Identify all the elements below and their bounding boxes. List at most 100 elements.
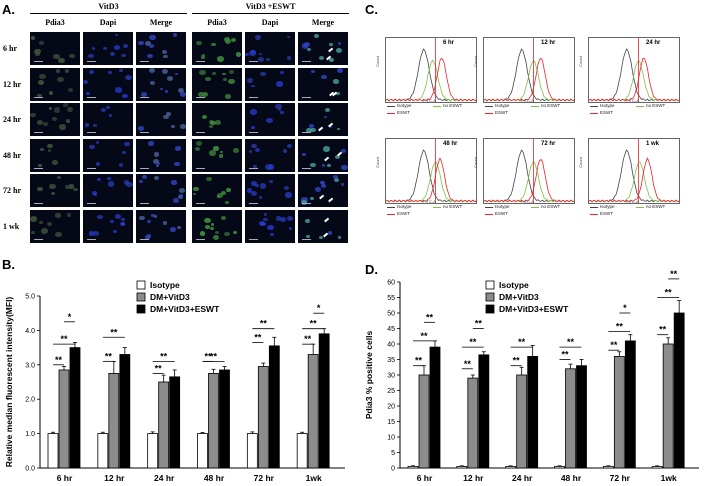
time-row-label: 6 hr xyxy=(3,44,17,53)
flow-legend-label: ESWT xyxy=(600,110,613,115)
y-tick-label: 35 xyxy=(387,357,395,364)
micrograph-cell xyxy=(298,32,348,65)
flow-legend-swatch xyxy=(590,214,598,215)
eswt-curve xyxy=(386,57,476,102)
y-tick-label: 40 xyxy=(387,342,395,349)
significance-label: ** xyxy=(659,325,667,335)
category-label: 48 hr xyxy=(204,473,225,483)
category-label: 12 hr xyxy=(463,473,484,483)
y-tick-label: 5 xyxy=(391,450,395,457)
bar xyxy=(467,377,479,469)
significance-label: ** xyxy=(561,350,569,360)
micrograph-cell xyxy=(245,103,295,136)
flow-x-label: FITC-A xyxy=(423,98,436,103)
y-tick-label: 10 xyxy=(387,435,395,442)
flow-legend-swatch xyxy=(485,207,493,208)
micrograph-cell xyxy=(30,67,80,101)
micrograph-cell xyxy=(136,103,186,136)
micrograph-cell xyxy=(298,174,348,207)
significance-label: ** xyxy=(254,332,262,342)
y-tick-label: 25 xyxy=(387,388,395,395)
micrograph-cell xyxy=(192,209,242,243)
significance-label: ** xyxy=(513,356,521,366)
legend-label: DM+VitD3 xyxy=(499,292,539,302)
significance-label: ** xyxy=(160,351,168,361)
micrograph-cell xyxy=(30,209,80,243)
category-label: 24 hr xyxy=(512,473,533,483)
flow-x-label: FITC-A xyxy=(521,98,534,103)
flow-legend-label: no ESWT xyxy=(443,204,463,209)
panel-a-letter: A. xyxy=(2,2,15,17)
flow-legend-label: ESWT xyxy=(495,211,508,216)
significance-label: ** xyxy=(567,337,575,347)
micrograph-cell xyxy=(30,138,80,172)
flow-y-label: Count xyxy=(374,56,380,67)
y-tick-label: 0 xyxy=(391,466,395,473)
significance-label: ** xyxy=(60,334,68,344)
significance-label: ** xyxy=(475,319,483,329)
group-header-vitd3-eswt: VitD3 +ESWT xyxy=(245,2,296,11)
group-underline-vitd3-eswt xyxy=(192,13,349,14)
flow-legend-swatch xyxy=(433,106,441,107)
legend-label: Isotype xyxy=(499,280,529,290)
y-tick-label: 15 xyxy=(387,419,395,426)
micrograph-cell xyxy=(136,67,186,101)
bar xyxy=(268,345,280,469)
micrograph-cell xyxy=(245,32,295,65)
significance-label: ** xyxy=(204,351,212,361)
legend-swatch xyxy=(136,304,146,314)
y-tick-label: 0.0 xyxy=(25,466,35,473)
flow-legend-label: no ESWT xyxy=(541,103,561,108)
flow-legend-label: Isotype xyxy=(600,204,615,209)
flow-legend-swatch xyxy=(636,106,644,107)
y-axis-label: Relative median fluorescent intensity(MF… xyxy=(4,297,14,468)
category-label: 48 hr xyxy=(561,473,582,483)
flow-y-label: Count xyxy=(374,157,380,168)
category-label: 72 hr xyxy=(254,473,275,483)
flow-legend-label: Isotype xyxy=(495,204,510,209)
eswt-curve xyxy=(484,158,574,203)
flow-legend-label: no ESWT xyxy=(646,204,666,209)
significance-label: ** xyxy=(304,334,312,344)
flow-legend-swatch xyxy=(636,207,644,208)
category-label: 1wk xyxy=(306,473,322,483)
bar xyxy=(119,354,131,469)
bar xyxy=(613,356,625,469)
time-row-label: 24 hr xyxy=(3,115,21,124)
significance-label: ** xyxy=(310,319,318,329)
micrograph-cell xyxy=(83,103,133,136)
bar xyxy=(651,466,663,469)
significance-label: ** xyxy=(518,337,526,347)
category-label: 1wk xyxy=(661,473,677,483)
legend-swatch xyxy=(485,280,495,290)
category-label: 12 hr xyxy=(104,473,125,483)
bar xyxy=(662,343,674,469)
flow-legend-label: Isotype xyxy=(600,103,615,108)
flow-legend-label: ESWT xyxy=(397,211,410,216)
time-row-label: 48 hr xyxy=(3,150,21,160)
flow-legend-swatch xyxy=(387,207,395,208)
legend-swatch xyxy=(136,292,146,302)
flow-legend-swatch xyxy=(387,214,395,215)
panel-d-letter: D. xyxy=(365,262,378,277)
panel-b-letter: B. xyxy=(2,257,15,272)
micrograph-cell xyxy=(245,138,295,172)
flow-histogram-panel xyxy=(483,138,575,204)
micrograph-cell xyxy=(245,174,295,207)
bar xyxy=(624,340,636,469)
micrograph-cell xyxy=(136,174,186,207)
group-underline-vitd3 xyxy=(30,13,187,14)
flow-x-label: FITC-A xyxy=(626,98,639,103)
legend-swatch xyxy=(136,280,146,290)
channel-header: Pdia3 xyxy=(207,18,227,27)
bar xyxy=(147,433,159,469)
flow-legend-swatch xyxy=(485,106,493,107)
micrograph-cell xyxy=(83,209,133,243)
micrograph-cell xyxy=(192,174,242,207)
y-tick-label: 20 xyxy=(387,404,395,411)
significance-label: ** xyxy=(610,340,618,350)
flow-histogram-panel xyxy=(385,37,477,103)
micrograph-cell xyxy=(192,67,242,101)
y-tick-label: 1.0 xyxy=(25,431,35,438)
significance-label: ** xyxy=(616,322,624,332)
